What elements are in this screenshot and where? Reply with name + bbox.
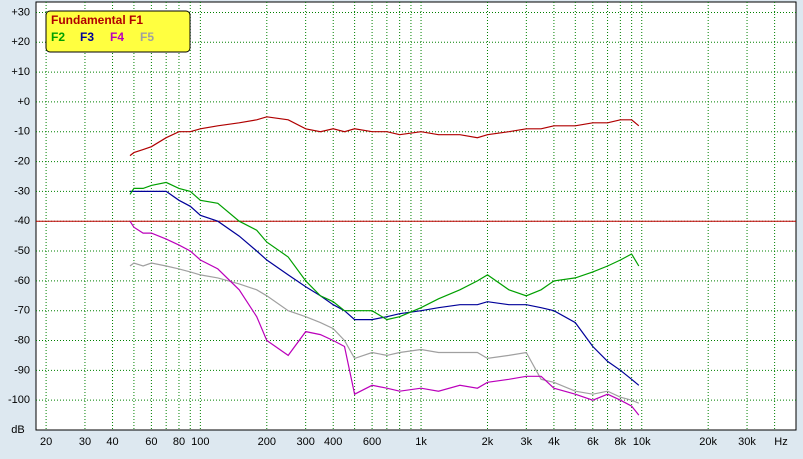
series-line — [129, 220, 640, 416]
x-tick-label: 300 — [296, 436, 314, 448]
x-tick-label: 60 — [145, 436, 157, 448]
x-tick-label: 200 — [258, 436, 276, 448]
x-tick-label: 20 — [40, 436, 52, 448]
y-tick-label: -50 — [14, 245, 30, 257]
x-tick-label: 80 — [173, 436, 185, 448]
y-tick-label: -20 — [14, 155, 30, 167]
legend-entry: F5 — [140, 30, 154, 44]
x-axis-label: Hz — [774, 436, 787, 448]
plot-area — [35, 1, 797, 431]
legend-entry: F4 — [110, 30, 124, 44]
grid — [36, 2, 796, 430]
series-line — [129, 262, 640, 404]
series-line — [130, 190, 640, 386]
x-tick-label: 30 — [79, 436, 91, 448]
legend-box — [45, 10, 191, 53]
x-tick-label: 3k — [521, 436, 533, 448]
x-tick-label: 2k — [482, 436, 494, 448]
x-tick-label: 10k — [633, 436, 651, 448]
x-tick-label: 40 — [106, 436, 118, 448]
y-tick-label: -70 — [14, 305, 30, 317]
series-line — [129, 181, 640, 321]
y-tick-label: -10 — [14, 126, 30, 138]
y-tick-label: -80 — [14, 334, 30, 346]
legend-entry: Fundamental F1 — [51, 13, 143, 27]
series-line — [129, 116, 640, 157]
y-tick-label: -100 — [8, 394, 30, 406]
legend-entry: F2 — [51, 30, 65, 44]
x-tick-label: 100 — [191, 436, 209, 448]
x-tick-label: 6k — [587, 436, 599, 448]
x-tick-label: 20k — [699, 436, 717, 448]
y-axis-label: dB — [11, 424, 24, 436]
series-lines — [129, 116, 640, 416]
legend: Fundamental F1 F2 F3 F4 F5 — [45, 10, 191, 53]
y-tick-label: -90 — [14, 364, 30, 376]
x-tick-label: 4k — [548, 436, 560, 448]
y-tick-label: -30 — [14, 185, 30, 197]
y-tick-label: +20 — [11, 36, 30, 48]
y-tick-label: +10 — [11, 66, 30, 78]
y-tick-label: -40 — [14, 215, 30, 227]
x-tick-label: 1k — [415, 436, 427, 448]
y-tick-label: -60 — [14, 275, 30, 287]
y-tick-label: +30 — [11, 6, 30, 18]
legend-entry: F3 — [80, 30, 94, 44]
x-tick-label: 600 — [363, 436, 381, 448]
x-tick-label: 400 — [324, 436, 342, 448]
x-tick-label: 8k — [615, 436, 627, 448]
y-tick-label: +0 — [17, 96, 30, 108]
x-tick-label: 30k — [738, 436, 756, 448]
